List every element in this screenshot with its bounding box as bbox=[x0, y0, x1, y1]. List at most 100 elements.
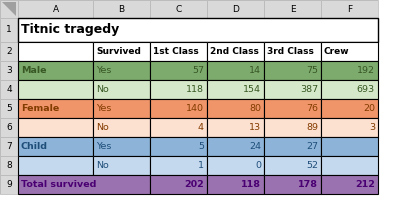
Bar bbox=[93, 156, 150, 175]
Bar bbox=[320, 61, 377, 80]
Bar bbox=[93, 61, 150, 80]
Text: 75: 75 bbox=[305, 66, 317, 75]
Bar bbox=[0, 118, 18, 137]
Text: 192: 192 bbox=[356, 66, 374, 75]
Text: 2nd Class: 2nd Class bbox=[209, 47, 258, 56]
Bar bbox=[263, 175, 320, 194]
Bar bbox=[93, 0, 150, 18]
Bar bbox=[263, 61, 320, 80]
Bar bbox=[0, 99, 18, 118]
Bar bbox=[0, 18, 18, 42]
Bar bbox=[206, 42, 263, 61]
Bar bbox=[18, 118, 93, 137]
Bar bbox=[93, 0, 150, 18]
Bar bbox=[93, 99, 150, 118]
Text: 52: 52 bbox=[305, 161, 317, 170]
Text: 0: 0 bbox=[254, 161, 260, 170]
Bar bbox=[18, 99, 93, 118]
Bar bbox=[263, 175, 320, 194]
Text: Yes: Yes bbox=[96, 66, 111, 75]
Bar bbox=[320, 99, 377, 118]
Text: Survived: Survived bbox=[96, 47, 140, 56]
Text: 7: 7 bbox=[6, 142, 12, 151]
Bar bbox=[263, 137, 320, 156]
Text: 1st Class: 1st Class bbox=[153, 47, 198, 56]
Bar bbox=[0, 0, 18, 18]
Text: 27: 27 bbox=[305, 142, 317, 151]
Bar bbox=[0, 156, 18, 175]
Bar bbox=[320, 118, 377, 137]
Text: Total survived: Total survived bbox=[21, 180, 96, 189]
Bar bbox=[320, 0, 377, 18]
Bar bbox=[18, 18, 377, 42]
Bar bbox=[320, 118, 377, 137]
Bar bbox=[263, 99, 320, 118]
Bar bbox=[18, 42, 93, 61]
Bar bbox=[93, 118, 150, 137]
Bar bbox=[0, 118, 18, 137]
Bar bbox=[320, 61, 377, 80]
Text: 1: 1 bbox=[6, 26, 12, 34]
Bar bbox=[0, 80, 18, 99]
Bar bbox=[263, 61, 320, 80]
Bar bbox=[206, 156, 263, 175]
Bar bbox=[320, 156, 377, 175]
Bar bbox=[320, 80, 377, 99]
Text: 3rd Class: 3rd Class bbox=[266, 47, 313, 56]
Bar bbox=[0, 0, 18, 18]
Text: Crew: Crew bbox=[323, 47, 349, 56]
Text: F: F bbox=[346, 5, 351, 14]
Text: 1: 1 bbox=[197, 161, 204, 170]
Bar bbox=[320, 175, 377, 194]
Bar bbox=[150, 156, 206, 175]
Text: 20: 20 bbox=[362, 104, 374, 113]
Bar bbox=[320, 137, 377, 156]
Bar bbox=[263, 118, 320, 137]
Bar bbox=[150, 42, 206, 61]
Bar bbox=[150, 61, 206, 80]
Text: 118: 118 bbox=[240, 180, 260, 189]
Text: 140: 140 bbox=[185, 104, 204, 113]
Text: No: No bbox=[96, 123, 109, 132]
Bar bbox=[150, 99, 206, 118]
Bar bbox=[206, 175, 263, 194]
Bar bbox=[150, 137, 206, 156]
Text: 3: 3 bbox=[368, 123, 374, 132]
Bar bbox=[206, 156, 263, 175]
Bar bbox=[18, 175, 150, 194]
Bar bbox=[263, 118, 320, 137]
Text: 13: 13 bbox=[248, 123, 260, 132]
Bar bbox=[206, 137, 263, 156]
Text: C: C bbox=[175, 5, 181, 14]
Bar bbox=[150, 118, 206, 137]
Bar bbox=[18, 80, 93, 99]
Bar bbox=[18, 0, 93, 18]
Text: 178: 178 bbox=[297, 180, 317, 189]
Bar bbox=[263, 42, 320, 61]
Bar bbox=[206, 80, 263, 99]
Bar bbox=[150, 42, 206, 61]
Text: 24: 24 bbox=[248, 142, 260, 151]
Text: 8: 8 bbox=[6, 161, 12, 170]
Text: 387: 387 bbox=[299, 85, 317, 94]
Bar bbox=[150, 156, 206, 175]
Bar bbox=[263, 137, 320, 156]
Bar bbox=[320, 175, 377, 194]
Bar bbox=[150, 118, 206, 137]
Text: 57: 57 bbox=[192, 66, 204, 75]
Text: Yes: Yes bbox=[96, 142, 111, 151]
Bar bbox=[150, 175, 206, 194]
Text: 4: 4 bbox=[6, 85, 12, 94]
Bar bbox=[150, 61, 206, 80]
Text: Titnic tragedy: Titnic tragedy bbox=[21, 23, 119, 37]
Text: Child: Child bbox=[21, 142, 48, 151]
Text: 202: 202 bbox=[184, 180, 204, 189]
Bar bbox=[263, 80, 320, 99]
Bar bbox=[263, 80, 320, 99]
Text: A: A bbox=[52, 5, 58, 14]
Bar bbox=[263, 156, 320, 175]
Bar bbox=[263, 156, 320, 175]
Bar bbox=[18, 156, 93, 175]
Bar bbox=[206, 118, 263, 137]
Bar bbox=[206, 0, 263, 18]
